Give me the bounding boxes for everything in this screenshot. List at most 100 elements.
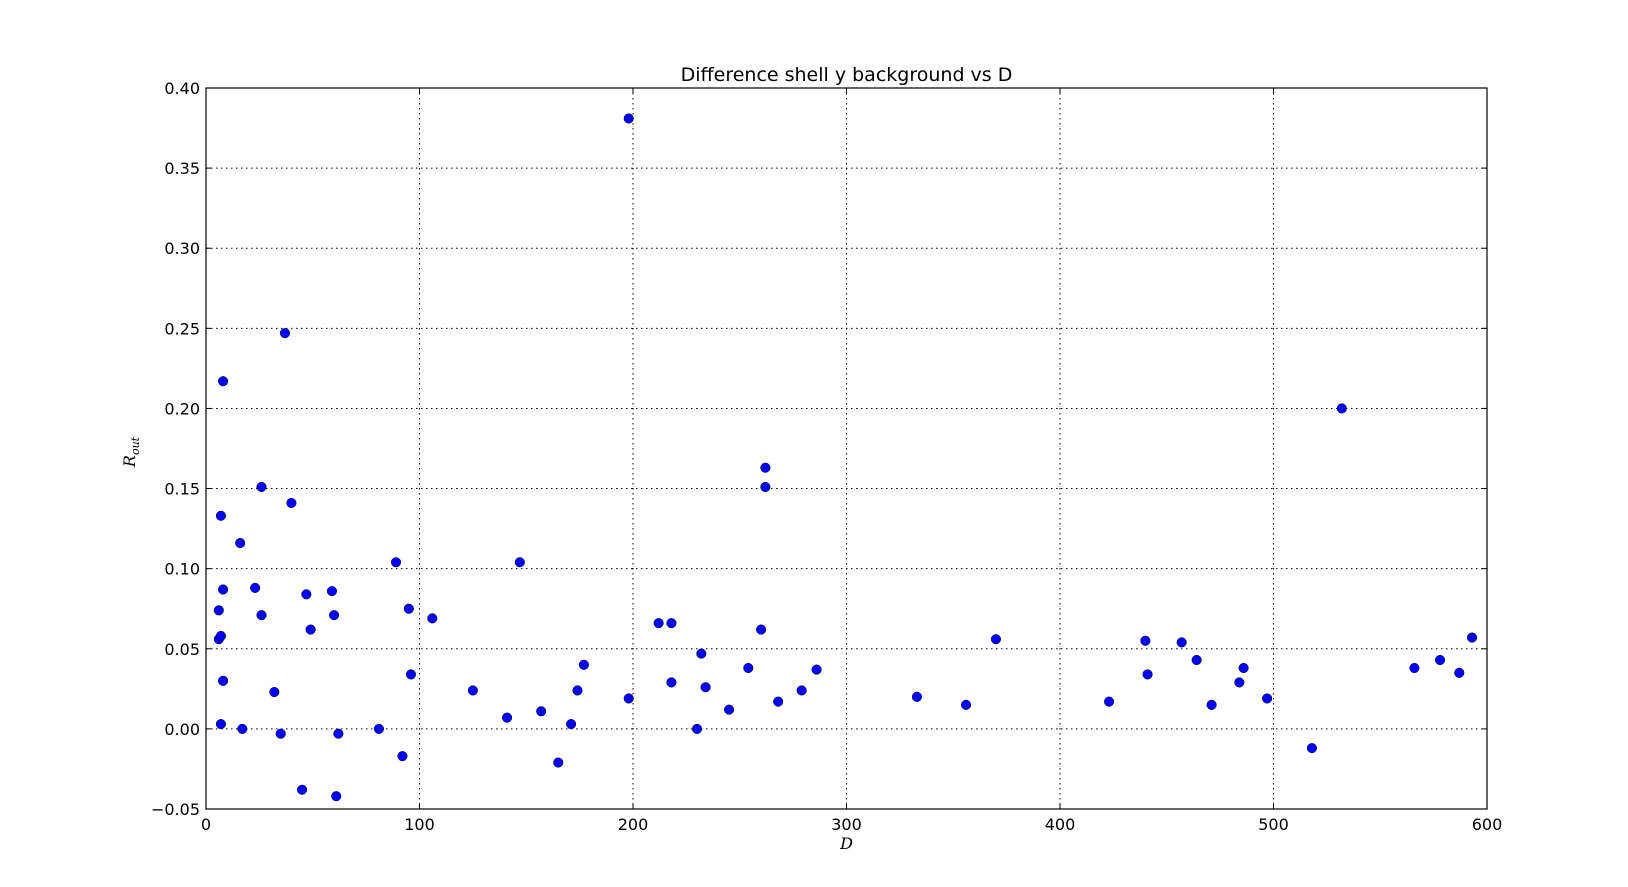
data-point xyxy=(1467,632,1478,643)
y-tick-label: 0.00 xyxy=(164,720,200,739)
data-point xyxy=(1206,699,1217,710)
data-point xyxy=(1409,662,1420,674)
data-point xyxy=(1238,662,1249,674)
data-point xyxy=(760,462,771,473)
data-point xyxy=(1140,635,1151,646)
data-point xyxy=(572,685,583,696)
y-tick-label: −0.05 xyxy=(151,800,200,819)
data-point xyxy=(1336,403,1347,414)
data-point xyxy=(1434,654,1446,666)
data-point xyxy=(623,113,634,124)
data-point xyxy=(760,481,771,493)
data-point xyxy=(305,624,316,635)
data-point xyxy=(403,603,414,614)
data-point xyxy=(427,613,438,624)
x-tick-label: 100 xyxy=(404,815,435,834)
grid-lines xyxy=(206,88,1487,809)
data-point xyxy=(514,557,525,568)
data-point xyxy=(756,624,767,635)
data-point xyxy=(961,699,972,710)
x-tick-label: 600 xyxy=(1472,815,1503,834)
data-point xyxy=(373,723,384,734)
data-point xyxy=(724,704,735,715)
data-point xyxy=(218,376,229,387)
data-point xyxy=(811,664,822,675)
data-points xyxy=(213,113,1478,802)
y-tick-label: 0.05 xyxy=(164,640,200,659)
svg-text:Rout: Rout xyxy=(120,436,142,468)
data-point xyxy=(326,586,338,597)
data-point xyxy=(405,669,417,680)
data-point xyxy=(215,510,226,521)
y-tick-label: 0.20 xyxy=(164,399,200,418)
data-point xyxy=(1191,654,1202,666)
y-tick-label: 0.35 xyxy=(164,159,200,178)
data-point xyxy=(256,610,267,621)
y-axis-label-main: R xyxy=(120,455,139,468)
data-point xyxy=(796,685,807,696)
data-point xyxy=(218,584,229,595)
data-point xyxy=(279,328,291,339)
data-point xyxy=(329,610,340,621)
data-point xyxy=(467,685,478,696)
data-point xyxy=(301,589,312,600)
data-point xyxy=(553,757,564,768)
data-point xyxy=(235,537,246,549)
axis-ticks xyxy=(205,87,1488,810)
data-point xyxy=(331,791,342,802)
data-point xyxy=(218,675,229,686)
x-tick-label: 500 xyxy=(1258,815,1289,834)
y-axis-label-subscript: out xyxy=(129,436,142,455)
data-point xyxy=(911,691,923,702)
data-point xyxy=(1306,743,1317,754)
data-point xyxy=(566,719,577,730)
data-point xyxy=(623,693,634,704)
data-point xyxy=(666,618,677,629)
data-point xyxy=(333,728,344,739)
y-axis-tick-labels: −0.05 0.00 0.05 0.10 0.15 0.20 0.25 0.30 0.35 0.4… xyxy=(151,79,200,819)
x-tick-label: 0 xyxy=(201,815,211,834)
data-point xyxy=(1142,669,1153,680)
data-point xyxy=(578,659,589,670)
data-point xyxy=(397,751,408,762)
data-point xyxy=(237,723,248,734)
data-point xyxy=(1262,693,1273,704)
x-tick-label: 400 xyxy=(1045,815,1076,834)
y-axis-label: Rout xyxy=(120,436,142,468)
data-point xyxy=(286,497,297,509)
x-axis-tick-labels: 0 100 200 300 400 500 600 xyxy=(201,815,1502,834)
y-tick-label: 0.30 xyxy=(164,239,200,258)
x-tick-label: 200 xyxy=(618,815,649,834)
data-point xyxy=(501,712,513,723)
chart-title: Difference shell y background vs D xyxy=(681,64,1013,86)
data-point xyxy=(1234,677,1245,688)
data-point xyxy=(213,605,224,616)
y-tick-label: 0.40 xyxy=(164,79,200,98)
data-point xyxy=(297,784,308,795)
data-point xyxy=(269,686,280,698)
data-point xyxy=(256,481,267,493)
data-point xyxy=(773,696,784,707)
data-point xyxy=(250,582,261,593)
data-point xyxy=(215,630,226,642)
data-point xyxy=(1104,696,1115,707)
y-tick-label: 0.10 xyxy=(164,560,200,579)
data-point xyxy=(390,557,402,568)
data-point xyxy=(1454,667,1465,678)
data-point xyxy=(666,677,677,688)
data-point xyxy=(696,648,707,659)
data-point xyxy=(743,662,754,674)
data-point xyxy=(692,723,703,734)
data-point xyxy=(215,719,226,730)
data-point xyxy=(653,618,664,629)
data-point xyxy=(275,728,286,739)
x-axis-label: D xyxy=(839,834,853,853)
data-point xyxy=(700,682,711,693)
data-point xyxy=(536,706,547,717)
data-point xyxy=(1176,637,1187,648)
data-point xyxy=(990,634,1002,645)
y-tick-label: 0.25 xyxy=(164,319,200,338)
x-tick-label: 300 xyxy=(831,815,862,834)
y-tick-label: 0.15 xyxy=(164,480,200,499)
